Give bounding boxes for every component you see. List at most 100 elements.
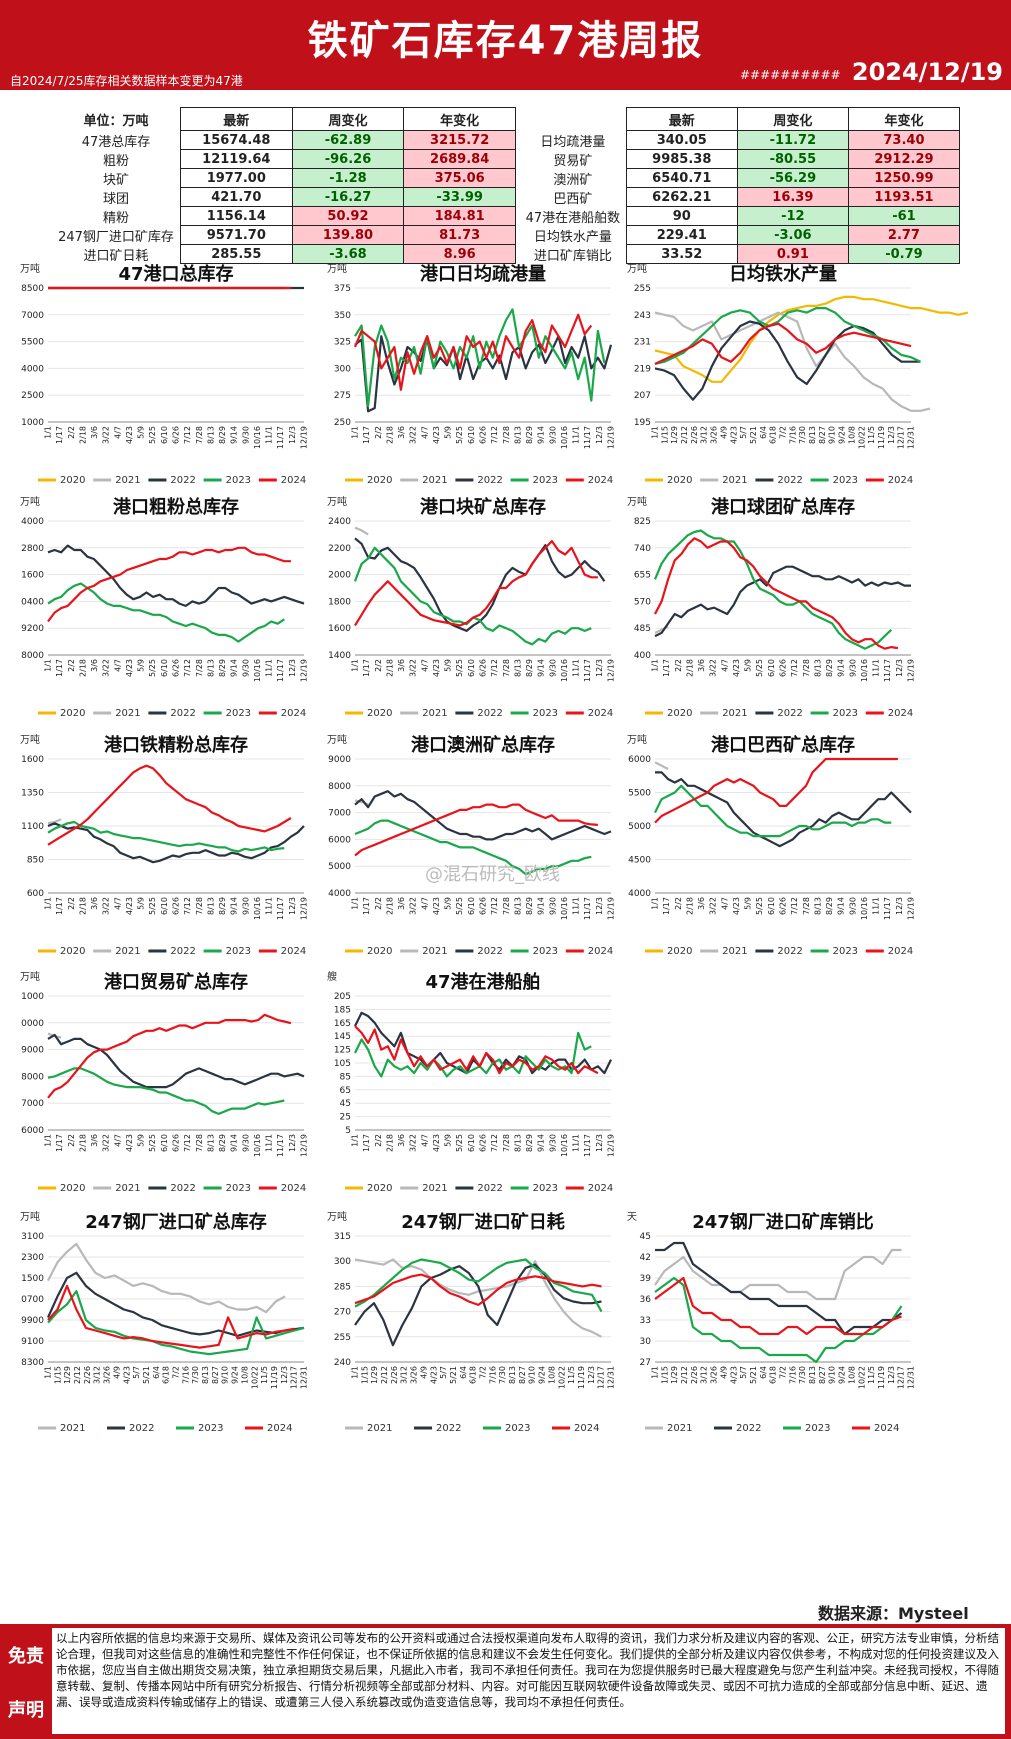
x-tick-label: 3/26 bbox=[410, 1366, 419, 1384]
x-tick-label: 8/27 bbox=[518, 1366, 527, 1384]
x-tick-label: 5/7 bbox=[739, 426, 748, 439]
x-tick-label: 9/10 bbox=[828, 1366, 837, 1384]
series-line-2023 bbox=[354, 819, 592, 876]
legend-label-2023: 2023 bbox=[226, 1183, 251, 1194]
table-cell-label: 日均铁水产量 bbox=[533, 229, 612, 245]
x-tick-label: 9/14 bbox=[537, 1134, 546, 1152]
x-tick-label: 8/13 bbox=[201, 1366, 210, 1384]
x-tick-label: 1/15 bbox=[660, 426, 669, 444]
data-source: 数据来源：Mysteel bbox=[818, 1604, 969, 1623]
header-banner: 铁矿石库存47港周报 自2024/7/25库存相关数据样本变更为47港 ####… bbox=[0, 0, 1011, 90]
x-tick-label: 4/23 bbox=[125, 426, 134, 444]
y-tick-label: 250 bbox=[334, 418, 351, 428]
x-tick-label: 1/17 bbox=[362, 897, 371, 915]
x-tick-label: 6/18 bbox=[469, 1366, 478, 1384]
x-tick-label: 4/9 bbox=[719, 1366, 728, 1379]
x-tick-label: 12/3 bbox=[288, 659, 297, 677]
x-tick-label: 11/1 bbox=[572, 1134, 581, 1152]
y-tick-label: 9200 bbox=[21, 624, 44, 634]
x-tick-label: 10/8 bbox=[847, 1366, 856, 1384]
chart-c2: 港口日均疏港量 万吨 375 350 325 300 275 250 1/1 1/17 2/2 2/1… bbox=[325, 262, 616, 492]
y-tick-label: 740 bbox=[634, 544, 651, 554]
x-tick-label: 8/13 bbox=[513, 426, 522, 444]
legend-label-2020: 2020 bbox=[60, 946, 85, 957]
x-tick-label: 8/13 bbox=[206, 659, 215, 677]
x-tick-label: 8/13 bbox=[808, 426, 817, 444]
x-tick-label: 8/27 bbox=[818, 1366, 827, 1384]
x-tick-label: 2/18 bbox=[78, 659, 87, 677]
x-tick-label: 11/19 bbox=[270, 1366, 279, 1389]
table-cell-wk: -80.55 bbox=[736, 149, 849, 169]
chart-svg: 47港在港船舶 艘 205 185 165 145 125 105 85 65 45 25 51/1 1/… bbox=[327, 970, 616, 1194]
series-line-2023 bbox=[47, 1289, 305, 1356]
table-cell-yr: 2689.84 bbox=[403, 149, 516, 169]
y-tick-label: 0400 bbox=[21, 597, 44, 607]
x-tick-label: 1/29 bbox=[670, 426, 679, 444]
legend-label-2021: 2021 bbox=[722, 946, 747, 957]
legend-label-2022: 2022 bbox=[477, 946, 502, 957]
table-cell-latest: 6262.21 bbox=[625, 187, 738, 207]
legend-label-2024: 2024 bbox=[888, 475, 913, 486]
unit-label: 万吨 bbox=[20, 970, 40, 983]
x-tick-label: 1/15 bbox=[660, 1366, 669, 1384]
x-tick-label: 6/26 bbox=[479, 659, 488, 677]
x-tick-label: 3/26 bbox=[710, 1366, 719, 1384]
series-line-2022 bbox=[354, 1263, 602, 1347]
x-tick-label: 2/2 bbox=[674, 659, 683, 672]
y-tick-label: 375 bbox=[334, 284, 351, 294]
legend-label-2023: 2023 bbox=[226, 708, 251, 719]
x-tick-label: 7/2 bbox=[779, 426, 788, 439]
x-tick-label: 4/23 bbox=[432, 426, 441, 444]
y-tick-label: 219 bbox=[634, 364, 651, 374]
legend-label-2020: 2020 bbox=[367, 946, 392, 957]
series-line-2022 bbox=[354, 335, 613, 413]
x-tick-label: 12/3 bbox=[595, 897, 604, 915]
y-tick-label: 3100 bbox=[21, 1232, 44, 1242]
y-tick-label: 7000 bbox=[328, 809, 351, 819]
x-tick-label: 7/12 bbox=[490, 1134, 499, 1152]
x-tick-label: 6/10 bbox=[467, 1134, 476, 1152]
legend-label-2024: 2024 bbox=[874, 1423, 899, 1434]
legend-label-2022: 2022 bbox=[777, 708, 802, 719]
x-tick-label: 7/12 bbox=[183, 659, 192, 677]
table-cell-wk: 16.39 bbox=[736, 187, 849, 207]
x-tick-label: 6/10 bbox=[767, 897, 776, 915]
x-tick-label: 7/12 bbox=[790, 897, 799, 915]
table_right-header-2: 周变化 bbox=[736, 107, 849, 131]
x-tick-label: 11/1 bbox=[572, 426, 581, 444]
legend-label-2024: 2024 bbox=[267, 1423, 292, 1434]
x-tick-label: 2/2 bbox=[67, 1134, 76, 1147]
x-tick-label: 8/13 bbox=[813, 659, 822, 677]
table-cell-label: 47港总库存 bbox=[81, 134, 151, 150]
legend-label-2021: 2021 bbox=[422, 708, 447, 719]
x-tick-label: 2/12 bbox=[380, 1366, 389, 1384]
x-tick-label: 5/25 bbox=[755, 659, 764, 677]
legend-label-2021: 2021 bbox=[115, 475, 140, 486]
y-tick-label: 600 bbox=[27, 889, 44, 899]
series-line-2021 bbox=[354, 526, 369, 536]
y-tick-label: 27 bbox=[640, 1358, 651, 1368]
y-tick-label: 39 bbox=[640, 1274, 652, 1284]
x-tick-label: 11/5 bbox=[260, 1366, 269, 1384]
x-tick-label: 8/29 bbox=[825, 659, 834, 677]
x-tick-label: 12/19 bbox=[607, 426, 616, 449]
x-tick-label: 2/12 bbox=[73, 1366, 82, 1384]
legend-label-2021: 2021 bbox=[422, 475, 447, 486]
x-tick-label: 12/3 bbox=[288, 1134, 297, 1152]
legend-label-2021: 2021 bbox=[422, 946, 447, 957]
x-tick-label: 2/12 bbox=[680, 426, 689, 444]
x-tick-label: 8/13 bbox=[513, 659, 522, 677]
x-tick-label: 6/10 bbox=[160, 659, 169, 677]
series-line-2024 bbox=[354, 803, 598, 857]
x-tick-label: 12/3 bbox=[595, 659, 604, 677]
series-line-2023 bbox=[47, 582, 285, 643]
x-tick-label: 6/26 bbox=[479, 1134, 488, 1152]
y-tick-label: 0000 bbox=[21, 1019, 44, 1029]
x-tick-label: 3/22 bbox=[409, 897, 418, 915]
legend-label-2024: 2024 bbox=[888, 708, 913, 719]
table-cell-label: 球团 bbox=[102, 191, 129, 207]
x-tick-label: 3/6 bbox=[397, 659, 406, 672]
